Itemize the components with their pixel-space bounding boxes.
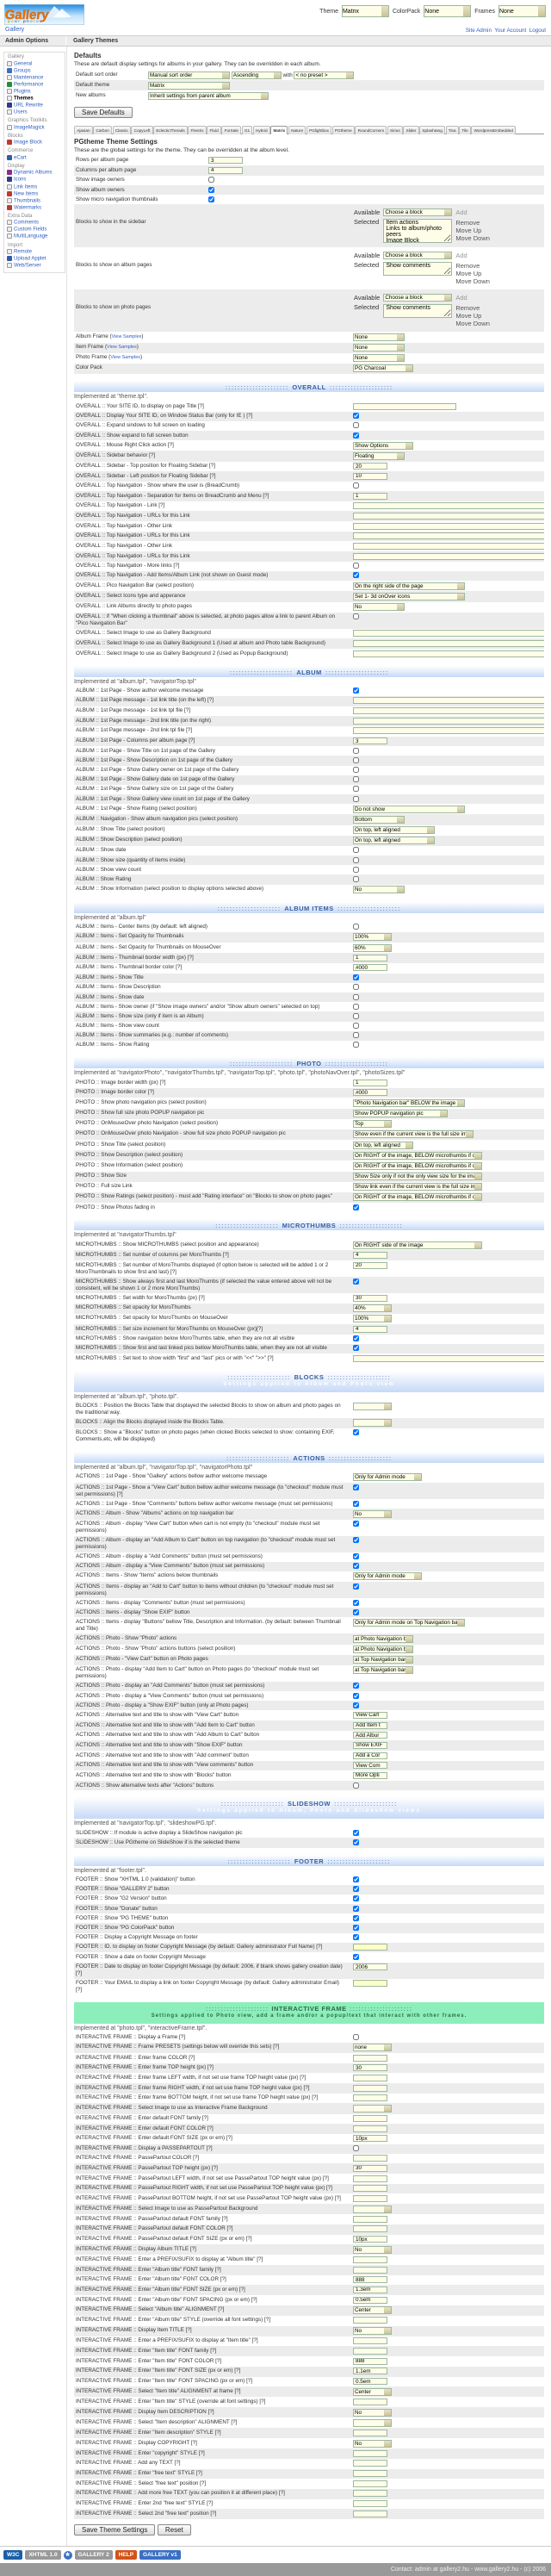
svg-text:p: p <box>23 19 26 23</box>
svg-text:o: o <box>11 19 14 23</box>
svg-text:h: h <box>27 19 29 23</box>
svg-text:r: r <box>18 19 20 23</box>
svg-text:o: o <box>30 19 33 23</box>
svg-text:o: o <box>36 19 39 23</box>
svg-text:u: u <box>15 19 17 23</box>
